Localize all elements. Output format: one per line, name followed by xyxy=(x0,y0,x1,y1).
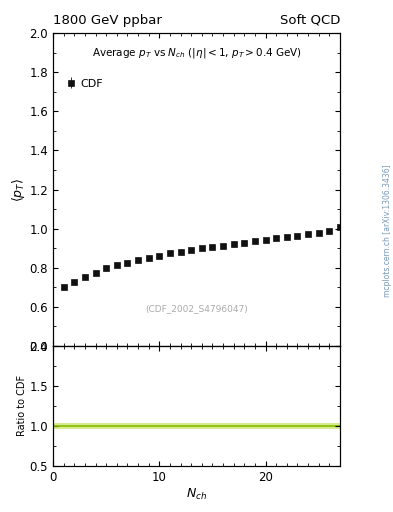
Text: Average $p_T$ vs $N_{ch}$ ($|\eta| < 1$, $p_T > 0.4$ GeV): Average $p_T$ vs $N_{ch}$ ($|\eta| < 1$,… xyxy=(92,46,301,60)
Text: Soft QCD: Soft QCD xyxy=(279,14,340,27)
Text: mcplots.cern.ch [arXiv:1306.3436]: mcplots.cern.ch [arXiv:1306.3436] xyxy=(383,164,392,297)
Y-axis label: Ratio to CDF: Ratio to CDF xyxy=(17,375,27,436)
Text: 1800 GeV ppbar: 1800 GeV ppbar xyxy=(53,14,162,27)
Text: (CDF_2002_S4796047): (CDF_2002_S4796047) xyxy=(145,304,248,313)
Y-axis label: $\langle p_T \rangle$: $\langle p_T \rangle$ xyxy=(10,177,27,202)
Legend: CDF: CDF xyxy=(64,76,105,91)
Bar xyxy=(53,423,340,429)
X-axis label: $N_{ch}$: $N_{ch}$ xyxy=(186,486,207,502)
